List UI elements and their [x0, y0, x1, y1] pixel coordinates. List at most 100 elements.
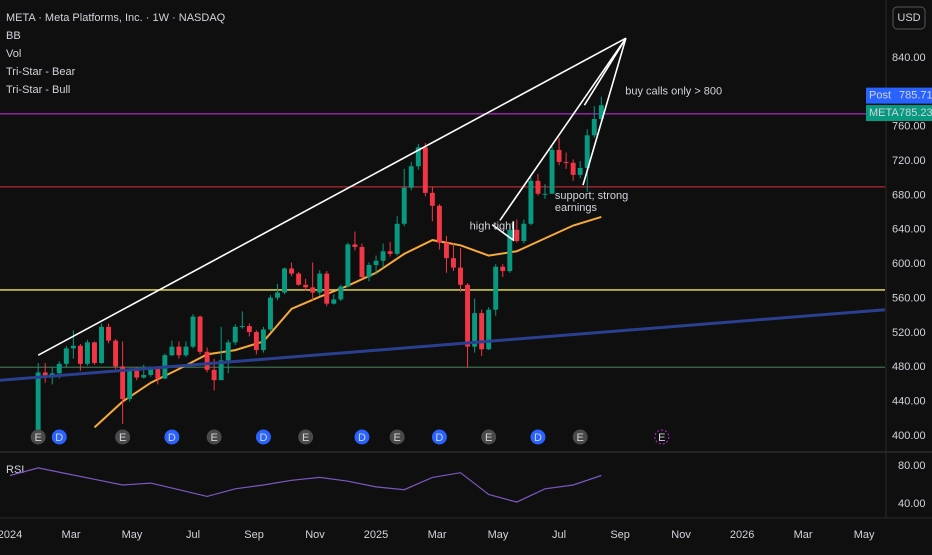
candle-body — [260, 329, 266, 351]
event-label: D — [534, 432, 542, 444]
event-badge — [530, 429, 546, 445]
trend-line — [582, 37, 627, 186]
candle-body — [591, 118, 597, 136]
candle-body — [232, 326, 238, 343]
candle-body — [134, 370, 140, 378]
candle-body — [514, 229, 520, 241]
candle-body — [408, 166, 414, 188]
candle-body — [289, 268, 295, 274]
y-tick-label: 760.00 — [892, 121, 926, 133]
event-badge — [206, 429, 222, 445]
price-label-name: Post — [869, 90, 891, 102]
candle-body — [542, 193, 548, 195]
plot-area: buy calls only > 800 high tight support; s… — [0, 37, 886, 445]
candle-body — [352, 244, 358, 247]
indicator-name: Tri-Star - Bull — [6, 84, 70, 96]
candle-body — [401, 187, 407, 224]
event-marker: D — [431, 429, 447, 445]
candle-body — [92, 342, 97, 363]
event-label: E — [485, 432, 492, 444]
candle-body — [77, 345, 83, 364]
event-badge — [164, 429, 180, 445]
y-tick-label: 640.00 — [892, 224, 926, 236]
x-tick-label: Mar — [62, 529, 81, 541]
event-badge — [431, 429, 447, 445]
event-marker: E — [115, 429, 131, 445]
candle-body — [113, 340, 119, 367]
candle-body — [296, 273, 302, 285]
x-tick-label: Sep — [244, 529, 264, 541]
chart-title: META · Meta Platforms, Inc. · 1W · NASDA… — [6, 12, 226, 24]
candle-body — [570, 162, 576, 175]
y-tick-label: 560.00 — [892, 292, 926, 304]
candle-body — [218, 360, 224, 381]
event-marker: E — [298, 429, 314, 445]
candle-body — [556, 149, 562, 162]
currency: USD — [897, 12, 920, 24]
candle-body — [465, 284, 471, 347]
candle-body — [373, 260, 379, 266]
y-tick-label: 440.00 — [892, 396, 926, 408]
candle-body — [387, 251, 393, 254]
candle-body — [345, 244, 351, 287]
indicator-name: Tri-Star - Bear — [6, 66, 76, 78]
x-tick-label: 2025 — [364, 529, 388, 541]
event-label: D — [168, 432, 176, 444]
candle-body — [324, 273, 330, 304]
event-badge — [389, 429, 405, 445]
x-tick-label: May — [488, 529, 509, 541]
event-label: E — [577, 432, 584, 444]
event-badge — [255, 429, 271, 445]
indicator-name: BB — [6, 30, 21, 42]
candle-body — [507, 229, 513, 272]
y-tick-label: 680.00 — [892, 189, 926, 201]
event-label: E — [34, 432, 41, 444]
event-label: D — [259, 432, 267, 444]
event-marker: E — [30, 429, 46, 445]
y-tick-label: 720.00 — [892, 155, 926, 167]
price-label-bg — [866, 87, 932, 104]
annotation: buy calls only > 800 — [625, 85, 722, 97]
rsi-tick-label: 80.00 — [898, 460, 926, 472]
price-label: META 785.23 — [866, 105, 932, 122]
price-label-bg — [866, 105, 932, 122]
candle-body — [84, 342, 90, 364]
price-label-name: META — [869, 107, 899, 119]
candle-body — [528, 180, 534, 224]
annotation: earnings — [555, 202, 598, 214]
x-tick-label: Jul — [186, 529, 200, 541]
event-badge — [354, 429, 370, 445]
event-marker: D — [530, 429, 546, 445]
candle-body — [155, 368, 161, 379]
candle-body — [310, 287, 316, 293]
rsi-line — [9, 467, 602, 503]
event-label: D — [358, 432, 366, 444]
event-label: E — [302, 432, 309, 444]
currency-button[interactable] — [892, 6, 926, 30]
x-tick-label: Mar — [428, 529, 447, 541]
candle-body — [458, 267, 463, 285]
candle-body — [190, 316, 196, 347]
price-label: Post 785.71 — [866, 87, 932, 104]
event-label: E — [393, 432, 400, 444]
trend-line — [491, 221, 515, 242]
candle-body — [267, 297, 273, 330]
candle-body — [204, 351, 210, 370]
event-marker: E — [481, 429, 497, 445]
candle-body — [366, 265, 372, 278]
candle-body — [120, 366, 126, 400]
event-label: E — [658, 432, 665, 444]
candle-body — [338, 286, 344, 300]
candle-body — [380, 251, 386, 261]
event-marker: E — [572, 429, 588, 445]
event-badge — [298, 429, 314, 445]
candle-body — [549, 149, 555, 194]
candle-body — [535, 180, 541, 194]
candle-body — [106, 326, 112, 341]
candle-body — [500, 266, 506, 272]
event-badge — [481, 429, 497, 445]
candle-body — [436, 205, 442, 243]
candle-body — [429, 192, 435, 206]
trend-line — [37, 37, 627, 356]
